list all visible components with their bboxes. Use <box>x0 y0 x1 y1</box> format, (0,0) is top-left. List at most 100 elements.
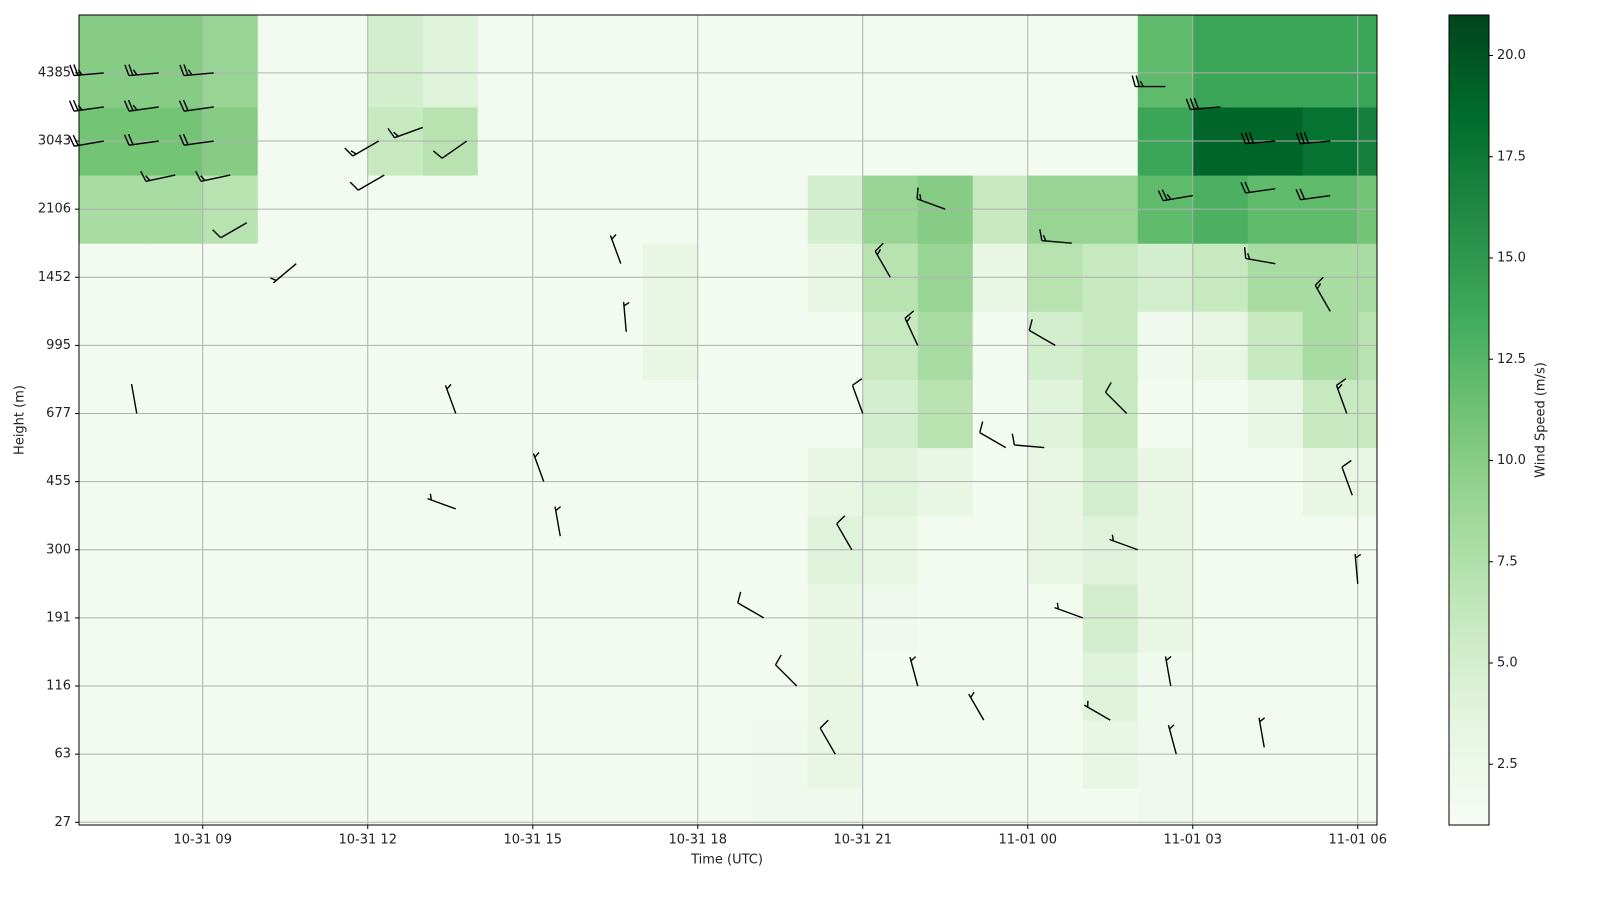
x-tick-label: 10-31 09 <box>174 833 232 848</box>
heatmap-cell <box>1082 788 1139 826</box>
heatmap-cell <box>257 15 314 108</box>
wind-barb <box>1157 189 1193 202</box>
x-tick-label: 11-01 00 <box>999 833 1057 848</box>
wind-barb <box>130 383 138 414</box>
heatmap-cell <box>79 15 149 108</box>
colorbar-tick-label: 15.0 <box>1497 251 1526 266</box>
heatmap-cell <box>202 788 259 826</box>
wind-barb <box>1011 433 1045 449</box>
heatmap-cell <box>1137 788 1194 826</box>
wind-barb <box>1164 655 1172 687</box>
y-tick-label: 4385 <box>38 65 71 80</box>
heatmap-cell <box>642 788 699 826</box>
wind-barb <box>1240 132 1276 145</box>
heatmap-cell <box>752 15 809 108</box>
heatmap-cell <box>752 788 809 826</box>
heatmap-cell <box>202 15 259 108</box>
heatmap-cell <box>477 15 534 108</box>
heatmap-cell <box>642 15 699 108</box>
heatmap <box>79 15 1378 826</box>
wind-barb <box>444 383 457 414</box>
y-axis-label: Height (m) <box>13 385 28 455</box>
heatmap-cell <box>1357 788 1378 826</box>
x-tick-label: 11-01 03 <box>1164 833 1222 848</box>
heatmap-cell <box>1082 15 1139 108</box>
heatmap-cell <box>312 788 369 826</box>
axes: 10-31 09 10-31 12 10-31 15 10-31 18 10-31 21… <box>38 14 1526 848</box>
heatmap-cell <box>697 788 754 826</box>
wind-barb <box>979 421 1007 449</box>
colorbar <box>1448 14 1490 826</box>
wind-barb <box>909 656 919 687</box>
wind-barb <box>344 140 380 157</box>
y-tick-label: 677 <box>46 406 71 421</box>
wind-barb <box>68 99 104 112</box>
wind-barb <box>427 493 456 510</box>
colorbar-tick-label: 12.5 <box>1497 352 1526 367</box>
wind-barb <box>1185 97 1221 111</box>
wind-barb <box>349 174 385 191</box>
heatmap-cell <box>807 788 864 826</box>
heatmap-cell <box>477 788 534 826</box>
heatmap-cell <box>312 15 369 108</box>
wind-barb <box>1109 534 1138 551</box>
wind-barb <box>69 64 104 77</box>
wind-barb <box>387 126 423 139</box>
wind-barb <box>836 515 853 551</box>
wind-barbs <box>68 64 1362 755</box>
wind-barb <box>1131 75 1166 88</box>
wind-barb <box>1335 378 1348 414</box>
wind-barb <box>904 310 919 346</box>
wind-barb <box>1243 247 1276 265</box>
heatmap-cell <box>1027 788 1084 826</box>
wind-barb <box>124 64 159 77</box>
wind-barb <box>1167 724 1177 755</box>
heatmap-cell <box>697 15 754 108</box>
wind-barb <box>874 242 891 278</box>
wind-barb <box>1104 382 1128 415</box>
wind-barb <box>1028 319 1056 347</box>
colorbar-tick-label: 10.0 <box>1497 453 1526 468</box>
heatmap-cell <box>1192 788 1249 826</box>
heatmap-cell <box>1302 788 1359 826</box>
wind-barb <box>609 234 622 264</box>
wind-barb <box>622 301 630 332</box>
heatmap-cell <box>1192 15 1249 108</box>
wind-barb <box>179 64 214 77</box>
wind-barb <box>1314 276 1331 312</box>
wind-barb <box>1258 717 1266 748</box>
plot-frame <box>78 14 1378 826</box>
x-tick-label: 10-31 21 <box>834 833 892 848</box>
wind-barb <box>1295 188 1331 201</box>
colorbar-tick-label: 5.0 <box>1497 656 1518 671</box>
wind-barb <box>195 170 231 183</box>
heatmap-cell <box>422 15 479 108</box>
wind-barb <box>851 378 864 414</box>
wind-barb <box>1054 602 1083 619</box>
wind-barb <box>178 99 214 112</box>
x-tick-label: 10-31 18 <box>669 833 727 848</box>
heatmap-cell <box>917 788 974 826</box>
y-tick-label: 27 <box>54 815 71 830</box>
wind-barb <box>532 452 545 482</box>
wind-barb <box>212 222 248 239</box>
heatmap-cell <box>1247 15 1304 108</box>
y-tick-label: 300 <box>46 542 71 557</box>
heatmap-cell <box>917 15 974 108</box>
wind-barb <box>432 140 468 159</box>
heatmap-cell <box>532 15 589 108</box>
y-tick-label: 995 <box>46 338 71 353</box>
wind-barb <box>178 133 214 146</box>
heatmap-cell <box>422 788 479 826</box>
colorbar-tick-label: 20.0 <box>1497 48 1526 63</box>
heatmap-cell <box>532 788 589 826</box>
x-axis-label: Time (UTC) <box>690 853 763 868</box>
heatmap-cell <box>257 788 314 826</box>
heatmap-cell <box>862 15 919 108</box>
wind-barb <box>1341 459 1353 496</box>
heatmap-cell <box>1027 15 1084 108</box>
x-tick-label: 10-31 15 <box>504 833 562 848</box>
wind-barb <box>123 133 159 146</box>
colorbar-tick-label: 2.5 <box>1497 757 1518 772</box>
wind-barb <box>1295 132 1331 145</box>
